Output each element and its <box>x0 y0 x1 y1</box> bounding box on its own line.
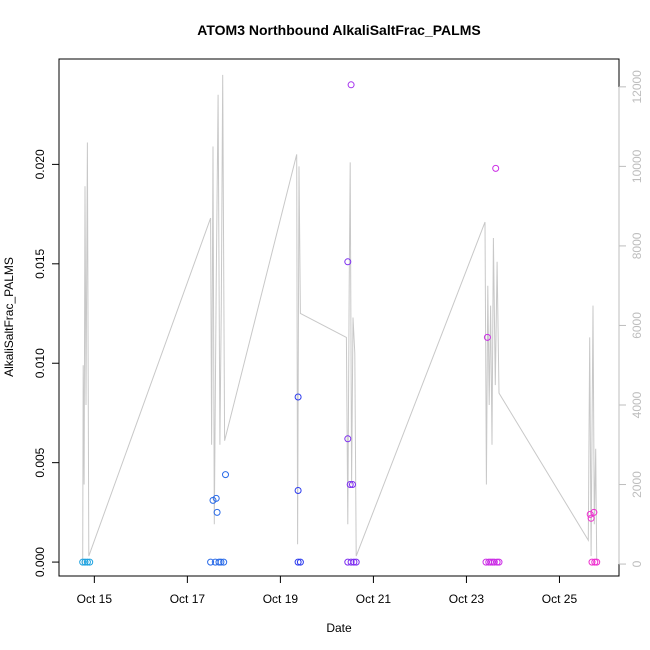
plot-frame <box>58 58 620 577</box>
y2-tick-label-0: 0 <box>630 560 644 567</box>
y-axis-right: 0 2000 4000 6000 8000 10000 12000 <box>618 70 644 567</box>
data-point-34 <box>495 558 503 566</box>
y2-tick-label-6: 12000 <box>630 70 644 104</box>
data-point-32 <box>492 164 500 172</box>
x-tick-label-0: Oct 15 <box>77 592 113 606</box>
data-point-22 <box>349 481 356 488</box>
chart-title: ATOM3 Northbound AlkaliSaltFrac_PALMS <box>197 22 480 38</box>
y2-tick-label-1: 2000 <box>630 471 644 498</box>
data-point-16 <box>296 558 304 566</box>
data-point-35 <box>586 510 594 518</box>
y-axis-label: AlkaliSaltFrac_PALMS <box>2 257 16 377</box>
data-point-4 <box>207 558 215 566</box>
data-point-0 <box>79 558 87 566</box>
data-points-layer <box>79 81 601 566</box>
y2-tick-label-5: 10000 <box>630 149 644 183</box>
data-point-38 <box>590 508 598 516</box>
data-point-3 <box>86 558 94 566</box>
x-tick-label-2: Oct 19 <box>263 592 299 606</box>
data-point-25 <box>352 558 360 566</box>
data-point-36 <box>587 514 595 522</box>
data-point-21 <box>347 81 355 89</box>
data-point-13 <box>294 393 302 401</box>
x-tick-label-1: Oct 17 <box>170 592 206 606</box>
data-point-18 <box>344 435 352 443</box>
x-tick-label-3: Oct 21 <box>356 592 392 606</box>
y-tick-label-4: 0.020 <box>33 149 47 179</box>
data-point-27 <box>483 333 491 341</box>
altitude-line <box>82 74 598 565</box>
data-point-17 <box>344 258 352 266</box>
y-tick-label-3: 0.015 <box>33 248 47 278</box>
y2-tick-label-4: 8000 <box>630 232 644 259</box>
data-point-7 <box>212 494 220 502</box>
data-point-40 <box>593 558 601 566</box>
data-point-37 <box>588 558 596 566</box>
data-point-33 <box>493 558 501 566</box>
x-tick-label-4: Oct 23 <box>449 592 485 606</box>
data-point-11 <box>220 558 228 566</box>
x-tick-label-5: Oct 25 <box>542 592 578 606</box>
data-point-2 <box>83 558 91 566</box>
altitude-series-layer <box>82 74 598 565</box>
x-axis: Oct 15 Oct 17 Oct 19 Oct 21 Oct 23 Oct 25 <box>77 575 578 606</box>
data-point-39 <box>591 558 599 566</box>
data-point-23 <box>347 558 355 566</box>
y-tick-label-2: 0.010 <box>33 348 47 378</box>
data-point-1 <box>81 558 89 566</box>
y-tick-label-1: 0.005 <box>33 447 47 477</box>
y-axis-left: 0.000 0.005 0.010 0.015 0.020 <box>33 149 60 577</box>
y2-tick-label-3: 6000 <box>630 312 644 339</box>
y2-tick-label-2: 4000 <box>630 391 644 418</box>
data-point-31 <box>490 558 498 566</box>
data-point-20 <box>346 481 354 488</box>
data-point-15 <box>294 558 302 566</box>
data-point-12 <box>222 471 229 479</box>
data-point-10 <box>217 558 225 566</box>
x-axis-label: Date <box>326 621 352 635</box>
data-point-8 <box>213 508 221 516</box>
data-point-9 <box>215 558 223 566</box>
data-point-14 <box>294 487 302 494</box>
y-tick-label-0: 0.000 <box>33 547 47 577</box>
data-point-24 <box>350 558 358 566</box>
